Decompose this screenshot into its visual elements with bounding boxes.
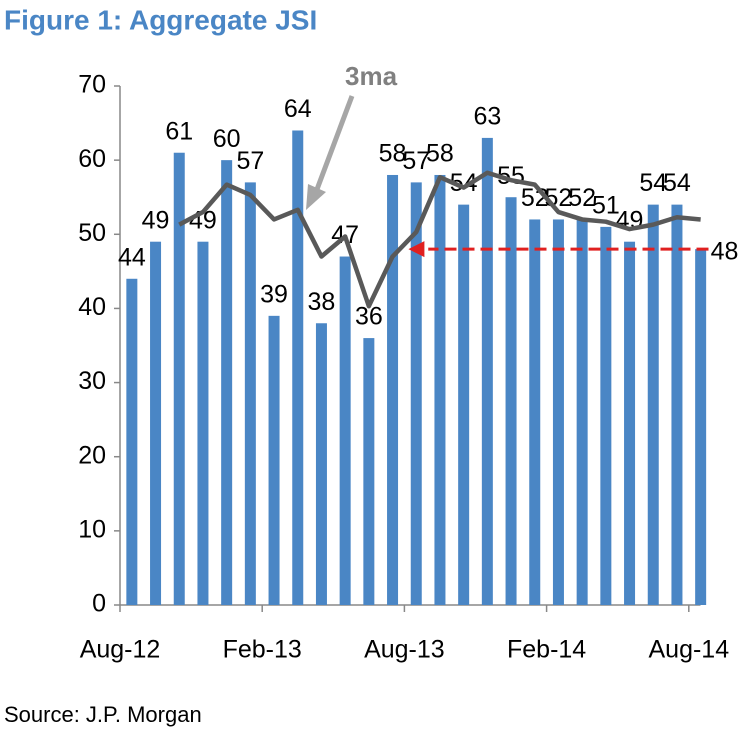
y-tick-label: 40 bbox=[78, 293, 106, 321]
arrow-head bbox=[408, 241, 425, 258]
bar bbox=[150, 241, 162, 605]
bar bbox=[387, 174, 399, 605]
bar bbox=[505, 197, 517, 605]
data-label: 58 bbox=[379, 140, 407, 168]
y-tick-label: 30 bbox=[78, 367, 106, 395]
y-tick-label: 60 bbox=[78, 145, 106, 173]
data-label: 60 bbox=[213, 125, 241, 153]
data-label: 64 bbox=[284, 95, 312, 123]
y-tick-label: 20 bbox=[78, 441, 106, 469]
bar bbox=[410, 182, 422, 605]
bar bbox=[126, 278, 138, 605]
chart-title: Figure 1: Aggregate JSI bbox=[4, 4, 317, 35]
data-label: 48 bbox=[711, 238, 739, 266]
bar bbox=[268, 315, 280, 605]
bar bbox=[529, 219, 541, 605]
bar bbox=[363, 338, 375, 605]
data-label: 57 bbox=[236, 147, 264, 175]
data-label: 54 bbox=[663, 169, 691, 197]
data-label: 51 bbox=[592, 191, 620, 219]
line bbox=[178, 170, 701, 309]
x-tick-label: Aug-14 bbox=[648, 636, 729, 664]
y-tick-label: 10 bbox=[78, 515, 106, 543]
y-tick-label: 0 bbox=[92, 590, 106, 618]
data-label: 61 bbox=[165, 117, 193, 145]
source: Source: J.P. Morgan bbox=[4, 702, 202, 727]
annotation-arrow-head bbox=[306, 184, 326, 210]
bar bbox=[481, 137, 493, 605]
y-tick-label: 50 bbox=[78, 219, 106, 247]
data-label: 63 bbox=[473, 103, 501, 131]
data-label: 39 bbox=[260, 280, 288, 308]
bar bbox=[576, 219, 588, 605]
x-tick-label: Aug-12 bbox=[80, 636, 161, 664]
data-label: 38 bbox=[308, 288, 336, 316]
bar bbox=[221, 160, 233, 605]
bar bbox=[458, 204, 470, 605]
data-label: 57 bbox=[402, 147, 430, 175]
bar bbox=[197, 241, 209, 605]
bar bbox=[552, 219, 564, 605]
bar bbox=[695, 249, 707, 605]
bar bbox=[292, 130, 304, 605]
annotation: 3ma bbox=[345, 61, 398, 91]
bar bbox=[600, 226, 612, 605]
bar bbox=[315, 323, 327, 605]
x-tick-label: Feb-13 bbox=[223, 636, 302, 664]
data-label: 49 bbox=[142, 206, 170, 234]
bar bbox=[173, 152, 185, 605]
x-tick-label: Feb-14 bbox=[507, 636, 586, 664]
bar bbox=[647, 204, 659, 605]
y-tick-label: 70 bbox=[78, 71, 106, 99]
data-label: 44 bbox=[118, 243, 146, 271]
bar bbox=[624, 241, 636, 605]
data-label: 58 bbox=[426, 140, 454, 168]
annotation-arrow bbox=[313, 95, 355, 193]
data-label: 54 bbox=[639, 169, 667, 197]
bar bbox=[339, 256, 351, 605]
bar bbox=[244, 182, 256, 605]
bar bbox=[434, 174, 446, 605]
x-tick-label: Aug-13 bbox=[364, 636, 445, 664]
data-label: 52 bbox=[568, 184, 596, 212]
bar bbox=[671, 204, 683, 605]
